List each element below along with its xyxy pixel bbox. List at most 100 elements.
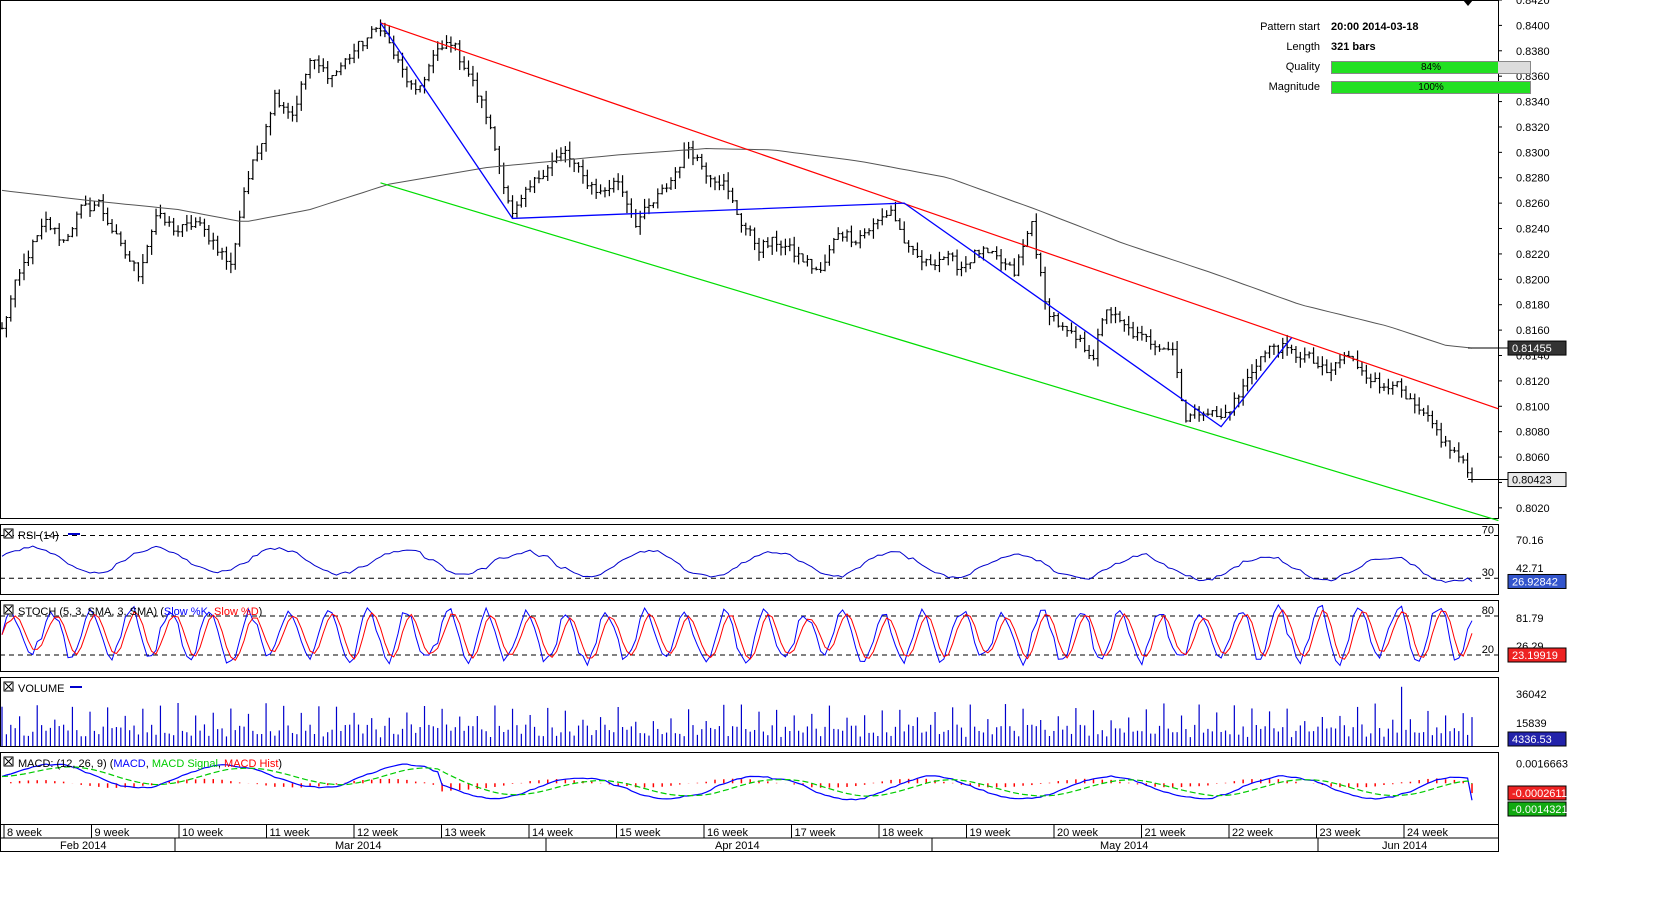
price-panel	[0, 19, 1499, 522]
price-bar	[1311, 347, 1316, 364]
price-bar	[101, 194, 106, 222]
price-bar	[374, 27, 379, 33]
week-label: 19 week	[970, 827, 1011, 839]
price-bar	[440, 40, 445, 51]
price-bar	[779, 240, 784, 256]
length-value: 321 bars	[1331, 41, 1376, 53]
price-bar	[818, 262, 823, 273]
price-bar	[999, 249, 1004, 271]
price-bar	[682, 142, 687, 169]
price-bar	[1197, 406, 1202, 422]
month-label: Jun 2014	[1382, 840, 1427, 852]
price-bar	[44, 211, 49, 233]
price-bar	[1170, 342, 1175, 356]
price-bar	[805, 255, 810, 267]
price-bar	[783, 238, 788, 256]
price-bar	[1210, 409, 1215, 417]
price-bar	[761, 239, 766, 259]
price-bar	[171, 217, 176, 236]
price-bar	[748, 225, 753, 237]
price-bar	[963, 256, 968, 273]
price-bar	[1056, 313, 1061, 328]
price-bar	[699, 153, 704, 170]
price-bar	[1337, 354, 1342, 369]
price-bar	[114, 224, 119, 235]
week-label: 10 week	[182, 827, 223, 839]
price-bar	[519, 194, 524, 208]
stoch-title-text: STOCH (5, 3, SMA, 3, SMA) (	[18, 606, 164, 618]
price-bar	[17, 269, 22, 286]
volume-value-text: 4336.53	[1512, 734, 1552, 746]
price-bar	[506, 185, 511, 204]
price-bar	[924, 258, 929, 267]
price-bar	[774, 230, 779, 252]
rsi-panel: 70 30 RSI (14)	[0, 525, 1498, 583]
price-bar	[35, 235, 40, 243]
price-bar	[796, 246, 801, 265]
price-bar	[224, 246, 229, 270]
week-label: 9 week	[95, 827, 130, 839]
price-bar	[1359, 361, 1364, 376]
price-bar	[272, 89, 277, 116]
price-bar	[638, 210, 643, 235]
price-bar	[735, 200, 739, 216]
macd-panel: MACD: (12, 26, 9) (MACD, MACD Signal, MA…	[1, 756, 1473, 801]
price-bar	[462, 56, 467, 71]
price-bar	[743, 222, 748, 236]
stoch-level-label: 20	[1482, 644, 1494, 656]
rsi-level-label: 70	[1482, 525, 1494, 537]
price-bar	[22, 253, 27, 281]
price-bar	[1069, 322, 1074, 334]
quality-label: Quality	[1285, 61, 1320, 73]
quality-bar: 84%	[1331, 61, 1531, 74]
price-bar	[74, 211, 79, 237]
week-label: 17 week	[795, 827, 836, 839]
price-bar	[712, 176, 717, 191]
price-tick-label: 0.8380	[1516, 46, 1550, 58]
price-bar	[365, 37, 370, 50]
price-bar	[897, 218, 902, 230]
price-bar	[180, 224, 185, 237]
price-bar	[739, 213, 744, 233]
price-bar	[528, 180, 533, 193]
macd-axis-label: 0.0016663	[1516, 759, 1568, 771]
price-bar	[1329, 362, 1334, 382]
price-bar	[1003, 258, 1008, 271]
price-bar	[1320, 356, 1325, 376]
macd-title-sep2: ,	[218, 758, 224, 770]
week-label: 20 week	[1057, 827, 1098, 839]
price-bar	[1271, 343, 1276, 355]
price-bar	[801, 253, 806, 263]
ma-value-box-box	[1507, 340, 1567, 356]
price-bar	[118, 231, 123, 247]
macd-header: MACD: (12, 26, 9) (MACD, MACD Signal, MA…	[3, 756, 282, 770]
volume-header-close-icon-glyph	[4, 682, 13, 691]
price-bar	[1109, 307, 1114, 324]
price-bar	[1060, 322, 1065, 331]
price-bar	[413, 79, 418, 95]
axes: 0.8420 0.8400 0.8380 0.8360 0.8340 0.8320 0.83…	[0, 0, 1568, 852]
price-bar	[510, 195, 515, 219]
last-price-box: 0.80423	[1468, 472, 1567, 488]
price-bar	[668, 177, 673, 190]
price-bar	[959, 261, 964, 277]
price-bar	[849, 225, 854, 248]
price-bar	[919, 250, 924, 271]
price-bar	[845, 229, 850, 242]
price-bar	[1315, 356, 1320, 369]
price-bar	[1434, 419, 1439, 436]
price-bar	[356, 40, 361, 59]
week-label: 11 week	[270, 827, 311, 839]
price-bar	[52, 227, 57, 235]
price-tick-label: 0.8420	[1516, 0, 1550, 7]
price-bar	[567, 141, 572, 168]
price-bar	[312, 59, 317, 70]
volume-axis-label: 36042	[1516, 689, 1547, 701]
price-bar	[646, 198, 651, 215]
price-bar	[123, 239, 128, 259]
month-label: May 2014	[1100, 840, 1148, 852]
price-bar	[514, 201, 519, 218]
price-bar	[787, 238, 792, 252]
price-bar	[994, 246, 999, 260]
price-bar	[1131, 321, 1136, 339]
